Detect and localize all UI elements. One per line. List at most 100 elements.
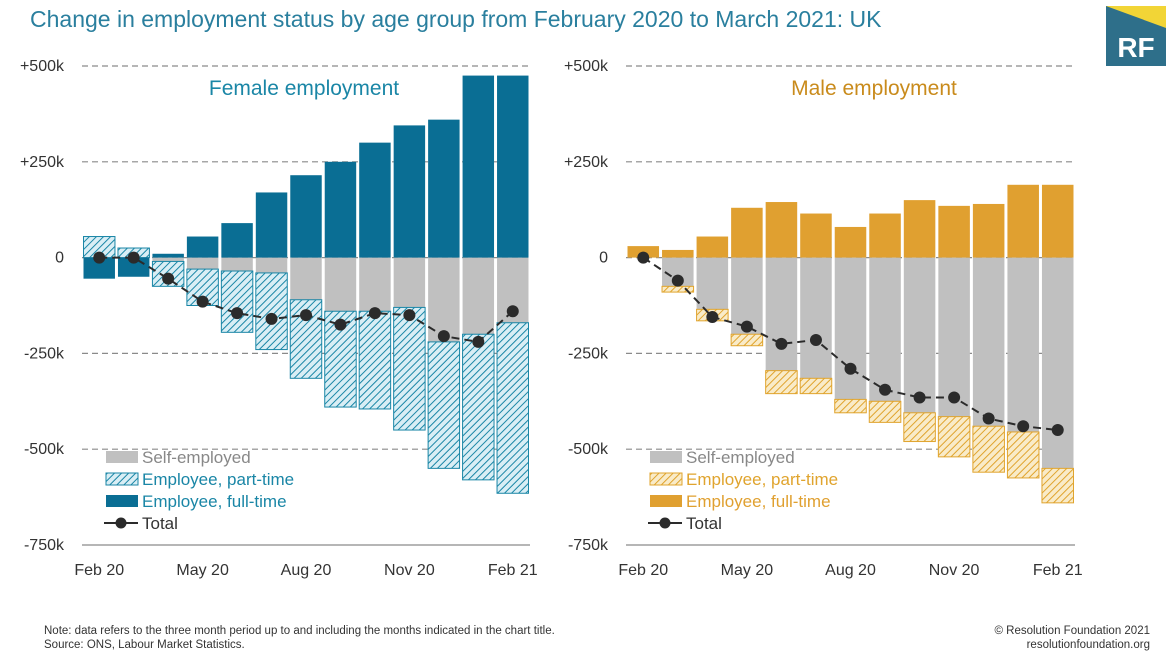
bar-employee-part-time [868,400,902,423]
bar-employee-part-time [393,306,426,431]
bar-employee-part-time [903,412,936,443]
y-tick-label: -250k [24,345,65,362]
total-point [879,383,892,396]
bar-employee-full-time [1041,184,1074,258]
total-point [948,391,961,404]
bar-employee-part-time [220,270,254,333]
legend-swatch [106,451,138,463]
x-tick-label: Feb 21 [488,562,538,579]
total-point [637,251,650,264]
y-tick-label: -750k [568,537,609,554]
bar-self-employed [800,257,832,379]
y-tick-label: +500k [20,58,65,75]
x-tick-label: Feb 20 [74,562,124,579]
bar-employee-part-time [496,322,529,494]
y-tick-label: -250k [568,345,609,362]
y-tick-label: 0 [55,250,64,267]
bar-employee-full-time [972,203,1005,258]
total-point [93,251,106,264]
legend-label: Total [142,514,178,533]
legend-swatch [650,495,682,507]
y-tick-label: 0 [599,250,608,267]
legend-swatch [105,472,139,486]
bar-self-employed [152,257,184,262]
bar-employee-part-time [324,310,357,408]
bar-employee-full-time [83,257,115,279]
bar-employee-full-time [696,236,729,258]
bar-employee-full-time [731,207,763,258]
bar-self-employed [186,257,219,270]
bar-self-employed [1041,257,1074,469]
x-tick-label: Aug 20 [281,562,332,579]
panel-title: Male employment [791,77,957,100]
chart-panel-2: +500k +250k 0 -250k -500k -750k Feb 20 May 20 Au… [564,58,1083,579]
legend-label: Self-employed [142,448,251,467]
bar-employee-full-time [938,205,970,258]
y-tick-label: -500k [24,441,65,458]
x-tick-label: Aug 20 [825,562,876,579]
bar-employee-full-time [290,175,322,258]
legend-label: Employee, full-time [142,492,287,511]
footer-credits: © Resolution Foundation 2021 resolutionf… [994,624,1150,652]
total-point [300,309,312,322]
legend-label: Total [686,514,722,533]
total-point [671,274,684,287]
total-point [740,320,753,333]
bar-employee-part-time [358,310,392,410]
total-point [472,335,485,348]
y-tick-label: +250k [20,154,65,171]
total-point [913,391,926,404]
total-point [231,307,244,320]
charts-canvas: +500k +250k 0 -250k -500k -750k Feb 20 May 20 Au… [20,58,1083,579]
y-tick-label: +500k [564,58,609,75]
total-point [809,333,822,346]
bar-employee-full-time [834,226,867,258]
bar-self-employed [324,257,357,312]
bar-self-employed [869,257,901,402]
y-tick-label: +250k [564,154,609,171]
total-point [162,272,175,285]
bar-employee-part-time [289,299,323,379]
total-point [982,412,995,425]
bar-employee-part-time [799,377,833,395]
total-point [334,318,347,331]
x-tick-label: Feb 21 [1033,562,1083,579]
total-point [265,312,278,325]
x-tick-label: Nov 20 [929,562,980,579]
x-tick-label: Nov 20 [384,562,435,579]
bar-employee-full-time [903,200,936,258]
total-point [1051,424,1064,437]
bar-employee-part-time [937,416,971,458]
legend-swatch [106,495,138,507]
bar-self-employed [393,257,426,308]
legend: Self-employed Employee, part-time Employee… [648,448,838,533]
y-tick-label: -750k [24,537,65,554]
legend-swatch [649,472,683,486]
footer-site: resolutionfoundation.org [1026,639,1150,651]
legend: Self-employed Employee, part-time Employee… [104,448,294,533]
bar-employee-full-time [359,142,391,258]
bar-employee-part-time [765,370,798,395]
logo-text: RF [1117,32,1154,63]
bar-self-employed [221,257,253,272]
bar-self-employed [972,257,1005,427]
legend-label: Self-employed [686,448,795,467]
bar-employee-part-time [255,272,288,351]
x-tick-label: May 20 [721,562,774,579]
bar-employee-full-time [393,125,426,258]
bar-employee-part-time [1041,467,1075,504]
bar-employee-full-time [221,223,253,258]
total-point [1017,420,1030,433]
legend-label: Employee, part-time [142,470,294,489]
bar-employee-full-time [324,161,357,258]
bar-employee-part-time [427,341,461,469]
bar-self-employed [765,257,798,371]
footer-copyright: © Resolution Foundation 2021 [994,625,1150,637]
bar-employee-full-time [765,202,798,258]
bar-employee-full-time [497,75,529,258]
x-tick-label: May 20 [176,562,229,579]
bar-employee-full-time [428,119,460,258]
bar-employee-full-time [662,249,694,258]
bar-employee-full-time [1007,184,1039,258]
legend-marker-total [115,517,127,529]
